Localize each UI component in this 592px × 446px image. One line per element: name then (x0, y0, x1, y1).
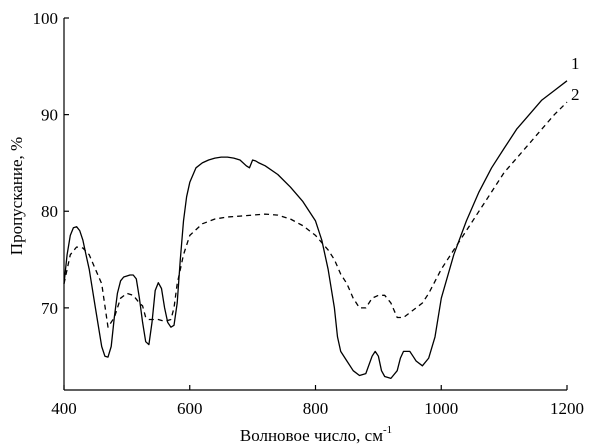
x-axis-label: Волновое число, см-1 (240, 424, 392, 445)
x-axis-label-text: Волновое число, см (240, 426, 383, 445)
y-ticks: 70 80 90 100 (33, 9, 69, 318)
x-tick-label: 1200 (550, 399, 584, 418)
series-layer: 12 (63, 54, 580, 380)
x-tick-label: 800 (303, 399, 329, 418)
series-1-line (63, 80, 568, 380)
y-tick-label: 90 (41, 106, 58, 125)
series-1-label: 1 (571, 54, 580, 73)
y-tick-label: 80 (41, 202, 58, 221)
series-2-label: 2 (571, 85, 580, 104)
x-tick-label: 1000 (424, 399, 458, 418)
x-tick-label: 400 (51, 399, 77, 418)
y-tick-label: 100 (33, 9, 59, 28)
x-tick-label: 600 (177, 399, 203, 418)
series-2-line (63, 101, 568, 328)
y-tick-label: 70 (41, 299, 58, 318)
y-axis-label: Пропускание, % (7, 137, 26, 255)
x-ticks: 400 600 800 1000 1200 (51, 385, 584, 418)
x-axis-label-superscript: -1 (383, 424, 392, 436)
axes (63, 18, 567, 391)
